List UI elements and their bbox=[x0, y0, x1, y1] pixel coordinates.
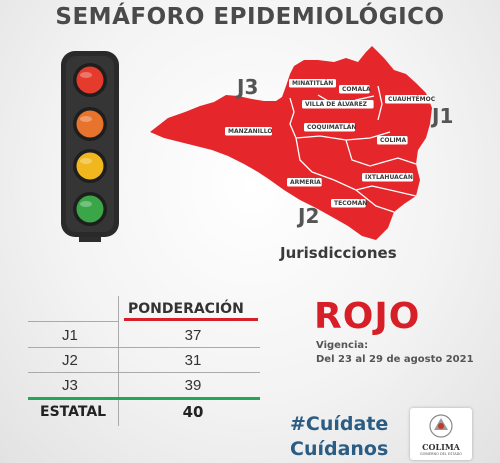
municipality-label: VILLA DE ÁLVAREZ bbox=[305, 101, 368, 108]
lamp-highlight bbox=[80, 201, 92, 207]
table-divider-vertical bbox=[118, 296, 119, 426]
table-row-label: J3 bbox=[62, 377, 78, 394]
jurisdiction-label-j2: J2 bbox=[298, 204, 320, 228]
table-row-label: J2 bbox=[62, 352, 78, 369]
municipality-label-box bbox=[287, 178, 322, 187]
municipality-label: MANZANILLO bbox=[228, 128, 272, 135]
table-divider bbox=[28, 347, 260, 348]
lamp-green bbox=[76, 195, 104, 223]
status-color-word: ROJO bbox=[314, 296, 421, 337]
map-caption: Jurisdicciones bbox=[280, 244, 397, 262]
lamp-highlight bbox=[80, 158, 92, 164]
colima-map: MINATITLÁN COMALA CUAUHTÉMOC VILLA DE ÁLVAR… bbox=[150, 46, 436, 240]
lamp-highlight bbox=[80, 72, 92, 78]
header-underline bbox=[124, 318, 258, 321]
municipality-label: IXTLAHUACÁN bbox=[365, 174, 413, 181]
logo-subtitle: GOBIERNO DEL ESTADO bbox=[419, 452, 463, 456]
total-label: ESTATAL bbox=[40, 404, 107, 420]
table-header: PONDERACIÓN bbox=[128, 301, 244, 317]
hashtag-line-2: Cuídanos bbox=[290, 438, 389, 460]
colima-logo: COLIMA GOBIERNO DEL ESTADO bbox=[410, 408, 472, 460]
table-row-value: 37 bbox=[184, 327, 202, 344]
municipality-label-box bbox=[362, 173, 414, 182]
lamp-yellow bbox=[76, 152, 104, 180]
municipality-label: MINATITLÁN bbox=[292, 80, 333, 87]
traffic-light bbox=[61, 51, 119, 242]
lamp-orange bbox=[76, 110, 104, 138]
logo-name: COLIMA bbox=[422, 442, 460, 452]
municipality-label-box bbox=[339, 85, 370, 94]
municipality-label-box bbox=[377, 136, 408, 145]
municipality-label-box bbox=[331, 199, 366, 208]
table-divider bbox=[28, 321, 118, 322]
municipality-label-box bbox=[302, 100, 374, 109]
coat-of-arms-icon bbox=[429, 414, 453, 438]
municipality-label: COMALA bbox=[342, 86, 371, 93]
vigencia-label: Vigencia: bbox=[316, 340, 369, 351]
municipality-label-box bbox=[225, 127, 272, 136]
municipality-label: COLIMA bbox=[380, 137, 407, 144]
table-row-value: 31 bbox=[184, 352, 202, 369]
lamp-red bbox=[76, 66, 104, 94]
municipality-label-box bbox=[304, 123, 356, 132]
municipality-label: TECOMÁN bbox=[334, 200, 367, 207]
total-divider bbox=[28, 397, 260, 400]
page-title: SEMÁFORO EPIDEMIOLÓGICO bbox=[55, 4, 445, 30]
table-row-value: 39 bbox=[184, 377, 202, 394]
municipality-label-box bbox=[289, 79, 336, 88]
hashtag-line-1: #Cuídate bbox=[290, 413, 389, 435]
total-value: 40 bbox=[182, 403, 204, 421]
municipality-label: ARMERÍA bbox=[290, 178, 321, 186]
vigencia-dates: Del 23 al 29 de agosto 2021 bbox=[316, 354, 474, 365]
table-row-label: J1 bbox=[62, 327, 78, 344]
municipality-label: CUAUHTÉMOC bbox=[388, 95, 436, 103]
municipality-label-box bbox=[385, 95, 432, 104]
table-divider bbox=[28, 372, 260, 373]
jurisdiction-label-j3: J3 bbox=[237, 75, 259, 99]
map-region-j3-west bbox=[150, 46, 432, 240]
municipality-label: COQUIMATLÁN bbox=[307, 124, 356, 131]
lamp-highlight bbox=[80, 116, 92, 122]
jurisdiction-label-j1: J1 bbox=[432, 104, 454, 128]
